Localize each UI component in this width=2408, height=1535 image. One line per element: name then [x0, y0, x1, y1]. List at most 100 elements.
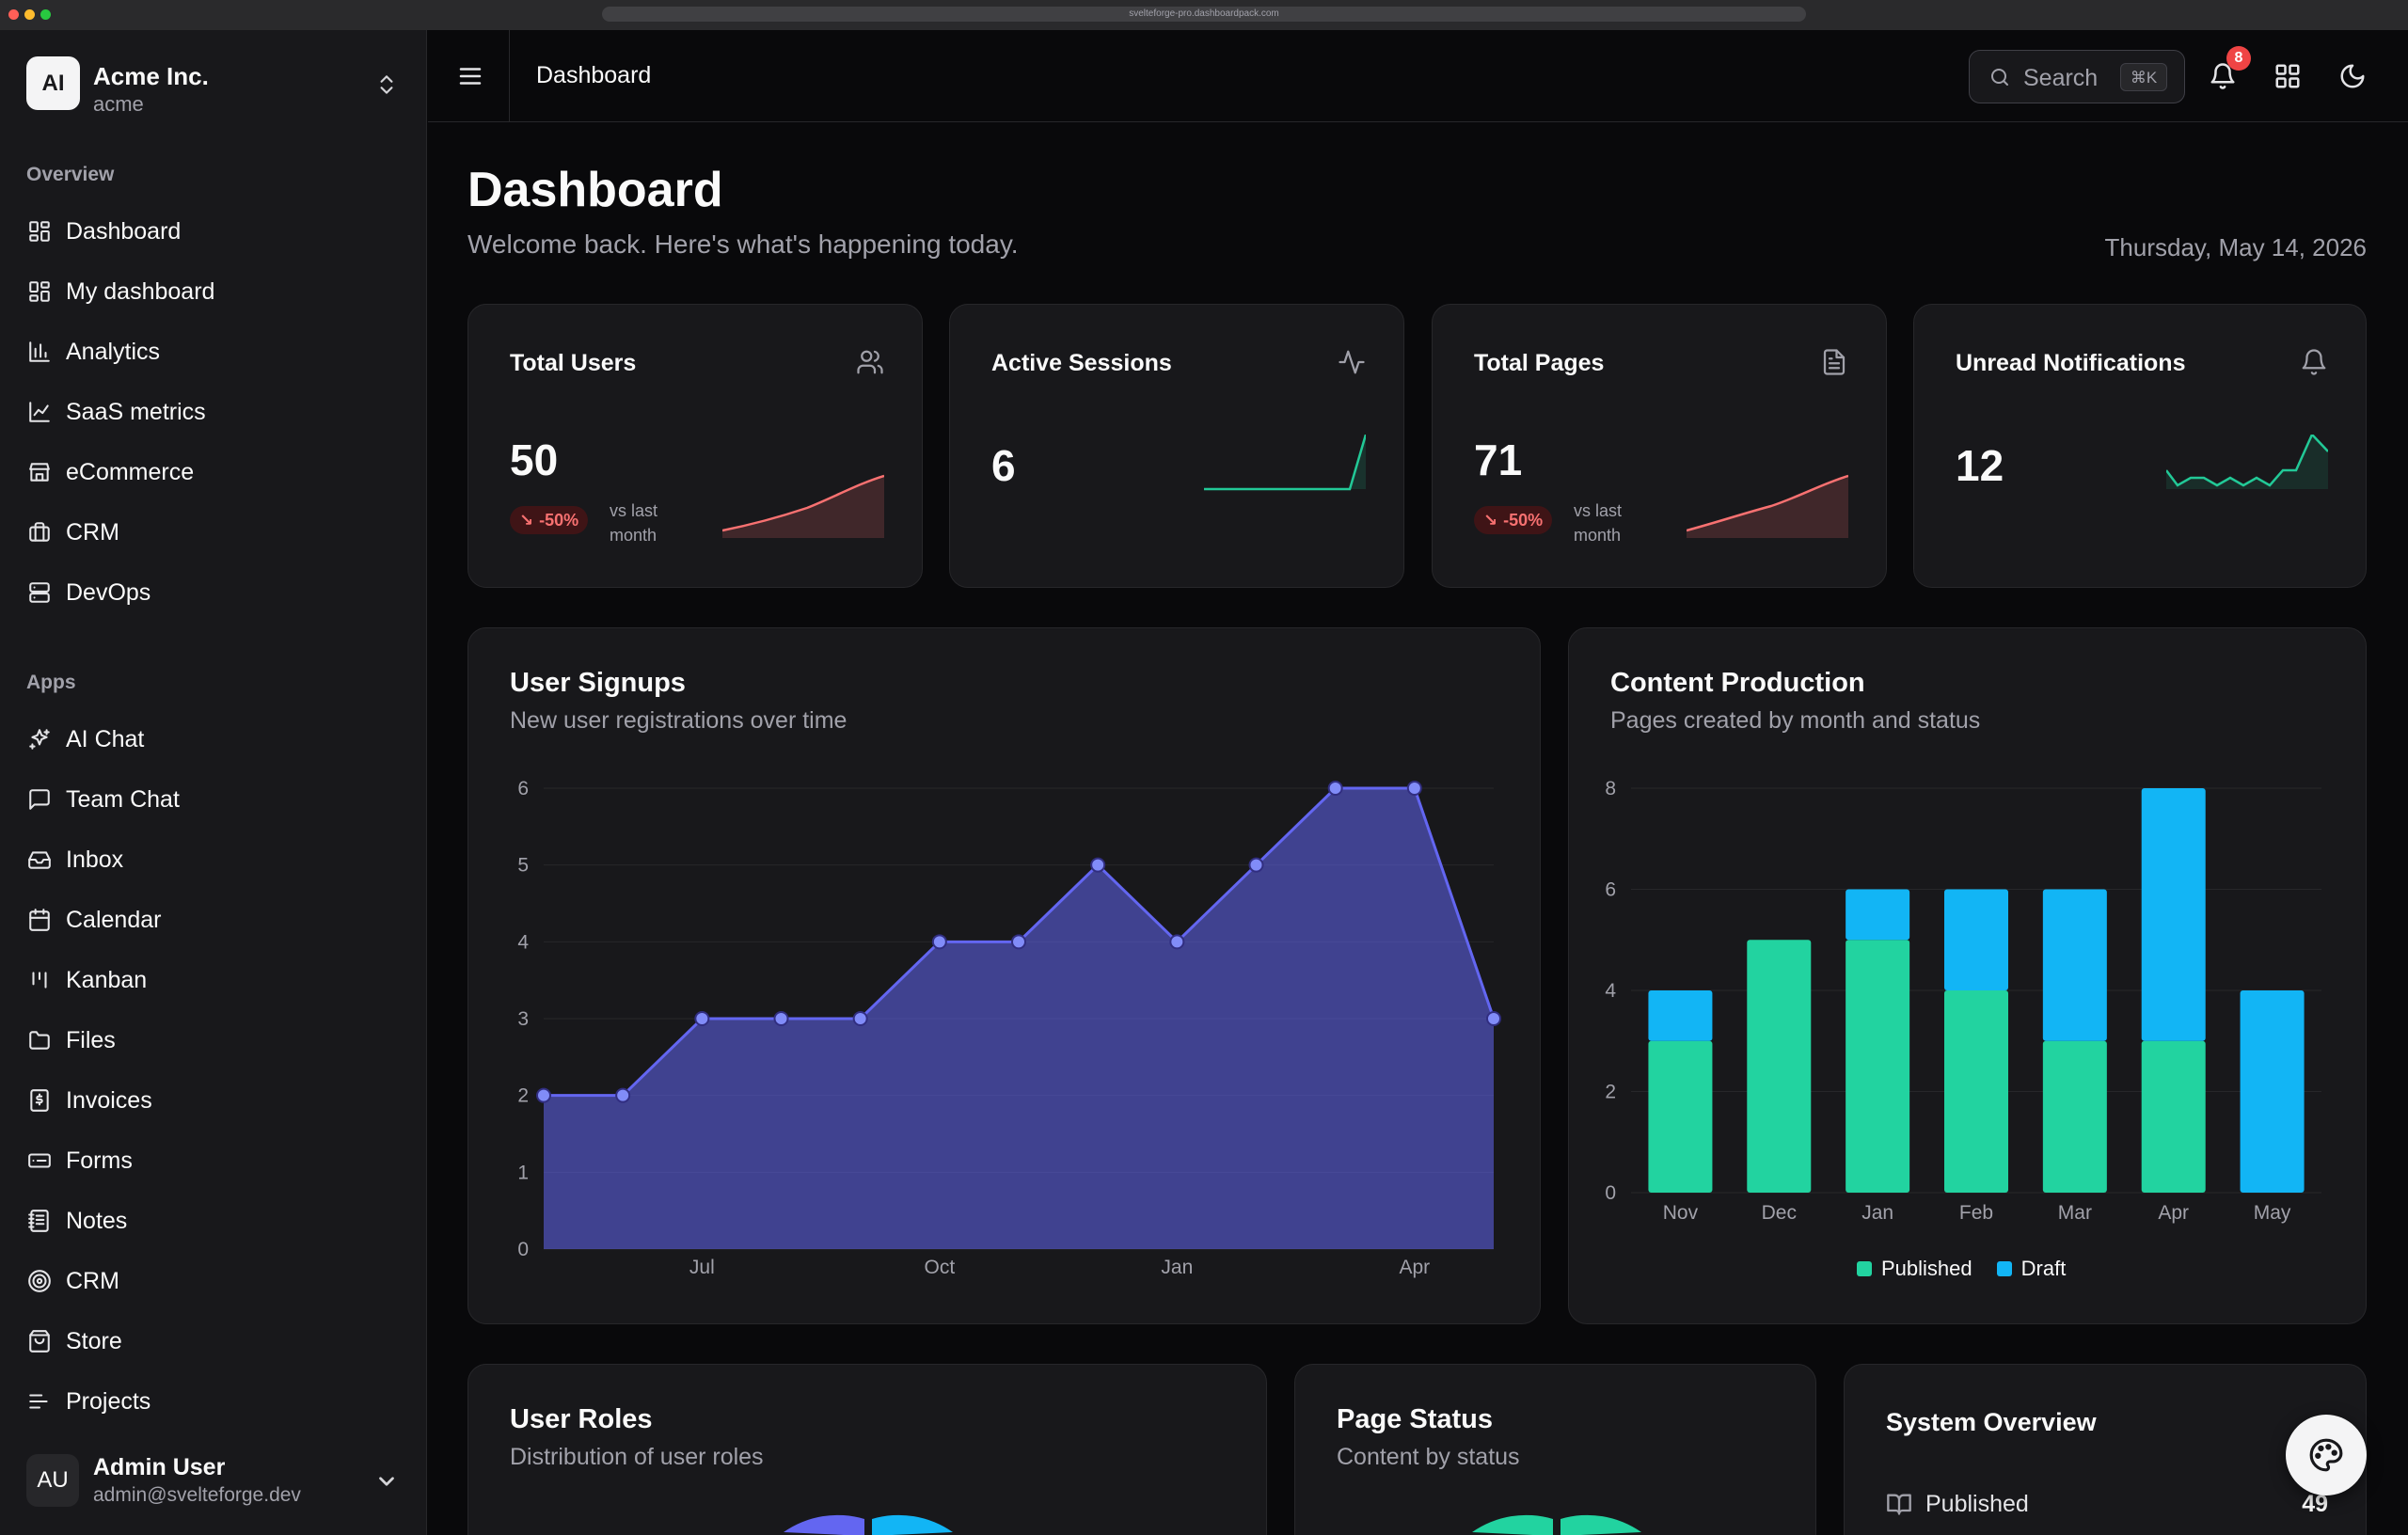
- close-window-button[interactable]: [8, 9, 19, 20]
- legend-label-published: Published: [1881, 1257, 1972, 1280]
- delta-note: vs last month: [1574, 501, 1623, 545]
- x-tick-label: Feb: [1959, 1202, 1993, 1224]
- data-point: [536, 1087, 551, 1103]
- data-point: [694, 1011, 710, 1026]
- stat-value: 6: [991, 441, 1016, 490]
- sidebar-item-forms[interactable]: Forms: [26, 1138, 403, 1183]
- line-chart-icon: [26, 399, 53, 425]
- sidebar-item-saas-metrics[interactable]: SaaS metrics: [26, 389, 403, 435]
- stat-card-unread-notifications: Unread Notifications 12: [1913, 304, 2367, 588]
- sidebar-item-dashboard[interactable]: Dashboard: [26, 209, 403, 254]
- stat-value: 71: [1474, 435, 1523, 484]
- data-point: [1169, 934, 1185, 950]
- sidebar-item-label: My dashboard: [66, 277, 215, 305]
- bell-icon[interactable]: [2209, 62, 2237, 90]
- data-point: [852, 1011, 868, 1026]
- x-tick-label: Jan: [1861, 1202, 1893, 1224]
- section-label-apps: Apps: [26, 672, 76, 693]
- x-tick-label: Apr: [2158, 1202, 2189, 1224]
- briefcase-icon: [26, 519, 53, 546]
- browser-chrome: svelteforge-pro.dashboardpack.com: [0, 0, 2408, 30]
- breadcrumb: Dashboard: [536, 62, 652, 88]
- sidebar-item-analytics[interactable]: Analytics: [26, 329, 403, 374]
- minimize-window-button[interactable]: [24, 9, 35, 20]
- notification-badge: 8: [2226, 46, 2251, 71]
- message-square-icon: [26, 786, 53, 813]
- y-tick-label: 0: [517, 1239, 529, 1260]
- sidebar-item-label: Forms: [66, 1147, 133, 1174]
- chart-subtitle: New user registrations over time: [510, 707, 848, 734]
- maximize-window-button[interactable]: [40, 9, 51, 20]
- sidebar-item-label: Projects: [66, 1387, 151, 1415]
- data-point: [773, 1011, 789, 1026]
- data-point: [1327, 781, 1343, 796]
- theme-customizer-button[interactable]: [2286, 1415, 2367, 1495]
- system-overview-card: System Overview Published 49: [1844, 1364, 2367, 1535]
- bar-draft: [1846, 889, 1910, 941]
- search-button[interactable]: Search ⌘K: [1969, 50, 2185, 103]
- delta-badge: ↘ -50%: [1474, 506, 1553, 534]
- moon-icon[interactable]: [2338, 62, 2367, 90]
- sidebar-item-label: Calendar: [66, 906, 162, 933]
- y-tick-label: 8: [1605, 778, 1616, 799]
- sidebar-item-files[interactable]: Files: [26, 1018, 403, 1063]
- y-tick-label: 2: [517, 1085, 529, 1107]
- sidebar-item-label: Store: [66, 1327, 122, 1354]
- legend-swatch-published: [1857, 1261, 1872, 1276]
- sidebar-item-calendar[interactable]: Calendar: [26, 897, 403, 942]
- sparkline-total-users: [722, 474, 884, 538]
- sidebar-item-ecommerce[interactable]: eCommerce: [26, 450, 403, 495]
- stat-title: Active Sessions: [991, 350, 1172, 376]
- bar-published: [1944, 990, 2008, 1193]
- sidebar-item-inbox[interactable]: Inbox: [26, 837, 403, 882]
- y-tick-label: 1: [517, 1162, 529, 1183]
- trending-down-icon: ↘: [1483, 511, 1498, 530]
- delta-value: -50%: [539, 511, 579, 530]
- sidebar-item-label: Team Chat: [66, 785, 180, 813]
- area-fill: [544, 788, 1494, 1249]
- sidebar-item-label: Notes: [66, 1207, 128, 1234]
- sidebar-item-crm[interactable]: CRM: [26, 1258, 403, 1304]
- x-tick-label: Apr: [1399, 1257, 1430, 1278]
- sidebar-item-label: AI Chat: [66, 725, 145, 752]
- x-tick-label: Dec: [1762, 1202, 1797, 1224]
- sidebar-item-ai-chat[interactable]: AI Chat: [26, 717, 403, 762]
- form-icon: [26, 1147, 53, 1174]
- sidebar-item-label: eCommerce: [66, 458, 195, 485]
- user-signups-card: User Signups New user registrations over…: [467, 627, 1541, 1324]
- sidebar-item-my-dashboard[interactable]: My dashboard: [26, 269, 403, 314]
- address-bar[interactable]: svelteforge-pro.dashboardpack.com: [602, 7, 1806, 22]
- page-subtitle: Welcome back. Here's what's happening to…: [467, 229, 1019, 259]
- system-row-label: Published: [1925, 1491, 2029, 1517]
- stat-card-total-pages: Total Pages 71 ↘ -50% vs last month: [1432, 304, 1887, 588]
- bar-draft: [1944, 889, 2008, 990]
- y-tick-label: 3: [517, 1008, 529, 1030]
- content-production-card: Content Production Pages created by mont…: [1568, 627, 2367, 1324]
- palette-icon: [2309, 1438, 2343, 1472]
- grid-icon[interactable]: [2273, 62, 2302, 90]
- sidebar-item-crm[interactable]: CRM: [26, 510, 403, 555]
- sparkline-unread-notifications: [2166, 435, 2328, 489]
- user-menu[interactable]: AU Admin User admin@svelteforge.dev: [26, 1448, 403, 1514]
- sidebar-item-projects[interactable]: Projects: [26, 1379, 403, 1424]
- org-switcher[interactable]: AI Acme Inc. acme: [26, 56, 403, 116]
- y-tick-label: 0: [1605, 1182, 1616, 1204]
- pie-slice-status-b: [1560, 1514, 1641, 1535]
- bar-draft: [2240, 990, 2305, 1193]
- users-icon: [857, 350, 883, 374]
- sidebar-item-devops[interactable]: DevOps: [26, 570, 403, 615]
- user-roles-pie-chart: [784, 1514, 953, 1535]
- pie-slice-roles-b: [872, 1514, 953, 1535]
- sparkline-active-sessions: [1204, 435, 1366, 491]
- sidebar-item-store[interactable]: Store: [26, 1319, 403, 1364]
- bar-published: [1747, 940, 1812, 1193]
- sidebar-item-kanban[interactable]: Kanban: [26, 957, 403, 1003]
- sidebar-item-label: Analytics: [66, 338, 161, 365]
- bar-published: [2141, 1040, 2206, 1193]
- sidebar-item-notes[interactable]: Notes: [26, 1198, 403, 1243]
- menu-icon[interactable]: [456, 62, 484, 90]
- avatar: AU: [26, 1454, 79, 1507]
- sidebar-item-invoices[interactable]: Invoices: [26, 1078, 403, 1123]
- bar-draft: [2141, 788, 2206, 1041]
- sidebar-item-team-chat[interactable]: Team Chat: [26, 777, 403, 822]
